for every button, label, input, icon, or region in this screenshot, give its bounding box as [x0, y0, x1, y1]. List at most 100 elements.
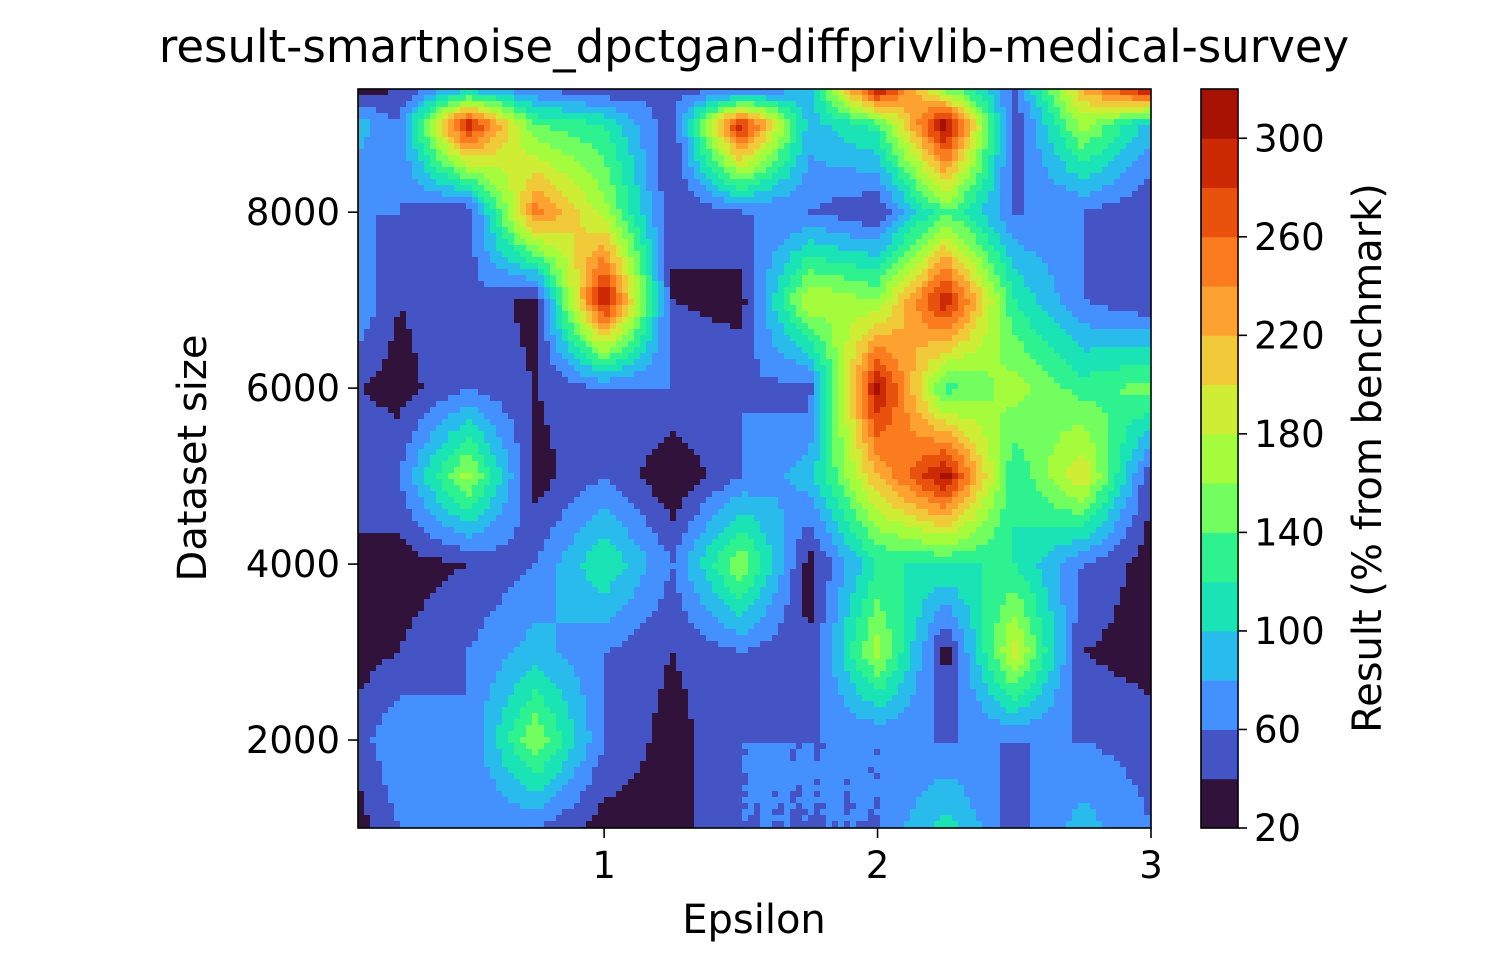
contour-cell: [736, 203, 743, 210]
contour-cell: [1036, 257, 1043, 264]
contour-cell: [844, 263, 851, 270]
contour-cell: [898, 131, 905, 138]
contour-cell: [964, 281, 971, 288]
contour-cell: [1018, 197, 1025, 204]
contour-cell: [772, 137, 779, 144]
contour-cell: [736, 251, 743, 258]
contour-cell: [1096, 131, 1103, 138]
contour-cell: [544, 245, 551, 252]
contour-cell: [820, 209, 827, 216]
contour-cell: [622, 221, 629, 228]
contour-cell: [1084, 293, 1091, 300]
contour-cell: [994, 227, 1001, 234]
contour-cell: [592, 287, 599, 294]
contour-cell: [916, 191, 923, 198]
contour-cell: [568, 113, 575, 120]
contour-cell: [742, 305, 749, 312]
contour-cell: [754, 233, 761, 240]
contour-cell: [568, 179, 575, 186]
contour-cell: [406, 155, 413, 162]
contour-cell: [592, 263, 599, 270]
contour-cell: [490, 239, 497, 246]
contour-cell: [394, 311, 401, 318]
contour-cell: [544, 251, 551, 258]
contour-cell: [550, 233, 557, 240]
contour-cell: [760, 209, 767, 216]
contour-cell: [988, 101, 995, 108]
contour-cell: [808, 191, 815, 198]
contour-cell: [826, 167, 833, 174]
contour-cell: [694, 311, 701, 318]
contour-cell: [598, 89, 605, 96]
contour-cell: [838, 287, 845, 294]
contour-cell: [1132, 209, 1139, 216]
contour-cell: [1144, 167, 1151, 174]
contour-cell: [442, 161, 449, 168]
contour-cell: [514, 269, 521, 276]
contour-cell: [754, 215, 761, 222]
contour-cell: [718, 173, 725, 180]
contour-cell: [970, 245, 977, 252]
contour-cell: [610, 179, 617, 186]
contour-cell: [1012, 257, 1019, 264]
contour-cell: [1126, 191, 1133, 198]
contour-cell: [658, 95, 665, 102]
contour-cell: [910, 155, 917, 162]
contour-cell: [700, 191, 707, 198]
contour-cell: [370, 209, 377, 216]
contour-cell: [670, 167, 677, 174]
contour-cell: [856, 155, 863, 162]
contour-cell: [556, 161, 563, 168]
contour-cell: [910, 125, 917, 132]
contour-cell: [364, 143, 371, 150]
contour-cell: [376, 167, 383, 174]
contour-cell: [442, 149, 449, 156]
contour-cell: [364, 215, 371, 222]
contour-cell: [676, 89, 683, 96]
contour-cell: [382, 281, 389, 288]
contour-cell: [1018, 119, 1025, 126]
contour-cell: [658, 101, 665, 108]
contour-cell: [838, 209, 845, 216]
contour-cell: [1000, 233, 1007, 240]
contour-cell: [724, 131, 731, 138]
contour-cell: [940, 257, 947, 264]
contour-cell: [736, 227, 743, 234]
contour-cell: [400, 215, 407, 222]
contour-cell: [700, 203, 707, 210]
contour-cell: [580, 311, 587, 318]
contour-cell: [1102, 113, 1109, 120]
contour-cell: [826, 209, 833, 216]
contour-cell: [1000, 161, 1007, 168]
contour-cell: [1066, 245, 1073, 252]
contour-cell: [424, 251, 431, 258]
contour-cell: [622, 161, 629, 168]
contour-cell: [442, 185, 449, 192]
contour-cell: [646, 221, 653, 228]
contour-cell: [688, 107, 695, 114]
contour-cell: [406, 293, 413, 300]
contour-cell: [664, 119, 671, 126]
contour-cell: [658, 149, 665, 156]
contour-cell: [970, 113, 977, 120]
contour-cell: [1006, 173, 1013, 180]
contour-cell: [784, 101, 791, 108]
contour-cell: [454, 95, 461, 102]
contour-cell: [1108, 143, 1115, 150]
contour-cell: [616, 299, 623, 306]
contour-cell: [664, 257, 671, 264]
contour-cell: [544, 311, 551, 318]
contour-cell: [508, 203, 515, 210]
contour-cell: [1144, 251, 1151, 258]
contour-cell: [706, 125, 713, 132]
contour-cell: [514, 305, 521, 312]
contour-cell: [670, 203, 677, 210]
contour-cell: [610, 149, 617, 156]
contour-cell: [940, 245, 947, 252]
contour-cell: [1024, 305, 1031, 312]
contour-cell: [982, 107, 989, 114]
contour-cell: [370, 311, 377, 318]
contour-cell: [538, 287, 545, 294]
contour-cell: [544, 113, 551, 120]
contour-cell: [658, 221, 665, 228]
